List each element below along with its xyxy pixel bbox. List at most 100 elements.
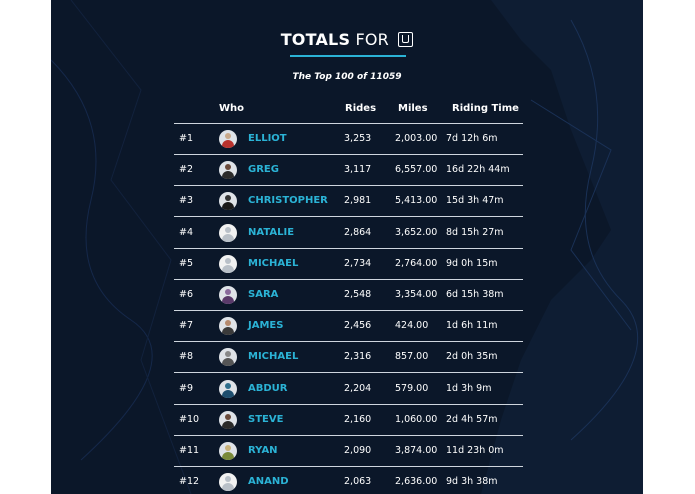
column-header-miles: Miles	[398, 103, 428, 114]
row-divider	[174, 185, 523, 187]
riding-time-value: 11d 23h 0m	[446, 445, 504, 456]
riding-time-value: 1d 3h 9m	[446, 382, 492, 394]
leaderboard-content: TOTALS FOR The Top 100 of 11059 Who Ride…	[51, 0, 643, 494]
rides-value: 3,117	[344, 164, 372, 176]
miles-value: 3,652.00	[395, 226, 438, 238]
map-background	[51, 0, 643, 494]
row-divider	[174, 434, 523, 436]
miles-value: 2,003.00	[395, 133, 438, 144]
rider-name-link[interactable]: SARA	[248, 289, 279, 300]
riding-time-value: 7d 12h 6m	[446, 133, 498, 144]
column-header-riding-time: Riding Time	[452, 103, 519, 114]
riding-time-value: 2d 4h 57m	[446, 413, 498, 425]
avatar	[219, 192, 237, 211]
table-row[interactable]: #4 NATALIE 2,864 3,652.00 8d 15h 27m	[174, 218, 523, 249]
table-row[interactable]: #11 RYAN 2,090 3,874.00 11d 23h 0m	[174, 436, 523, 467]
row-divider	[174, 216, 523, 218]
avatar	[219, 473, 237, 492]
rider-name-link[interactable]: JAMES	[248, 320, 284, 332]
rides-value: 2,456	[344, 320, 372, 332]
miles-value: 1,060.00	[395, 413, 438, 425]
rank: #4	[179, 226, 194, 238]
miles-value: 857.00	[395, 351, 429, 363]
miles-value: 6,557.00	[395, 164, 438, 176]
miles-value: 5,413.00	[395, 195, 438, 207]
rides-value: 2,981	[344, 195, 372, 207]
column-header-rides: Rides	[345, 103, 377, 114]
rides-value: 2,734	[344, 257, 372, 269]
avatar	[219, 223, 237, 242]
page-title: TOTALS FOR	[51, 30, 643, 49]
row-divider	[174, 278, 523, 280]
rank: #5	[179, 257, 194, 269]
miles-value: 424.00	[395, 320, 429, 332]
rides-value: 2,160	[344, 413, 372, 425]
rank: #10	[179, 413, 200, 425]
rank: #12	[179, 476, 200, 488]
rank: #3	[179, 195, 194, 207]
rank: #9	[179, 382, 194, 394]
table-row[interactable]: #10 STEVE 2,160 1,060.00 2d 4h 57m	[174, 405, 523, 436]
uber-logo-icon	[398, 32, 414, 47]
avatar	[219, 348, 237, 367]
table-row[interactable]: #5 MICHAEL 2,734 2,764.00 9d 0h 15m	[174, 249, 523, 280]
rider-name-link[interactable]: RYAN	[248, 445, 278, 456]
header-divider	[174, 123, 523, 124]
avatar	[219, 286, 237, 304]
rank: #7	[179, 320, 194, 332]
riding-time-value: 9d 3h 38m	[446, 476, 498, 488]
rides-value: 2,204	[344, 382, 372, 394]
column-header-who: Who	[219, 103, 245, 114]
rides-value: 2,864	[344, 226, 372, 238]
miles-value: 3,354.00	[395, 289, 438, 300]
rank: #6	[179, 289, 194, 300]
rides-value: 3,253	[344, 133, 372, 144]
rank: #8	[179, 351, 194, 363]
rider-name-link[interactable]: NATALIE	[248, 226, 295, 238]
row-divider	[174, 403, 523, 405]
riding-time-value: 9d 0h 15m	[446, 257, 498, 269]
table-row[interactable]: #1 ELLIOT 3,253 2,003.00 7d 12h 6m	[174, 124, 523, 155]
avatar	[219, 254, 237, 273]
row-divider	[174, 154, 523, 155]
table-row[interactable]: #6 SARA 2,548 3,354.00 6d 15h 38m	[174, 280, 523, 311]
avatar	[219, 130, 237, 148]
table-row[interactable]: #12 ANAND 2,063 2,636.00 9d 3h 38m	[174, 467, 523, 494]
table-row[interactable]: #9 ABDUR 2,204 579.00 1d 3h 9m	[174, 374, 523, 405]
avatar	[219, 379, 237, 398]
miles-value: 2,636.00	[395, 476, 438, 488]
rank: #1	[179, 133, 194, 144]
rider-name-link[interactable]: ANAND	[248, 476, 289, 488]
avatar	[219, 410, 237, 429]
avatar	[219, 161, 237, 180]
rider-name-link[interactable]: CHRISTOPHER	[248, 195, 328, 207]
rider-name-link[interactable]: ELLIOT	[248, 133, 287, 144]
table-row[interactable]: #3 CHRISTOPHER 2,981 5,413.00 15d 3h 47m	[174, 186, 523, 218]
title-underline	[290, 55, 406, 57]
row-divider	[174, 372, 523, 374]
rider-name-link[interactable]: MICHAEL	[248, 351, 299, 363]
avatar	[219, 442, 237, 460]
rides-value: 2,548	[344, 289, 372, 300]
table-row[interactable]: #2 GREG 3,117 6,557.00 16d 22h 44m	[174, 155, 523, 187]
rank: #11	[179, 445, 200, 456]
table-row[interactable]: #8 MICHAEL 2,316 857.00 2d 0h 35m	[174, 342, 523, 374]
avatar	[219, 317, 237, 336]
rider-name-link[interactable]: ABDUR	[248, 382, 288, 394]
riding-time-value: 16d 22h 44m	[446, 164, 510, 176]
table-row[interactable]: #7 JAMES 2,456 424.00 1d 6h 11m	[174, 311, 523, 343]
riding-time-value: 6d 15h 38m	[446, 289, 504, 300]
rider-name-link[interactable]: STEVE	[248, 413, 284, 425]
rider-name-link[interactable]: GREG	[248, 164, 279, 176]
leaderboard-panel: TOTALS FOR The Top 100 of 11059 Who Ride…	[51, 0, 643, 494]
row-divider	[174, 310, 523, 311]
rides-value: 2,063	[344, 476, 372, 488]
riding-time-value: 2d 0h 35m	[446, 351, 498, 363]
miles-value: 2,764.00	[395, 257, 438, 269]
rank: #2	[179, 164, 194, 176]
rider-name-link[interactable]: MICHAEL	[248, 257, 299, 269]
rides-value: 2,316	[344, 351, 372, 363]
rides-value: 2,090	[344, 445, 372, 456]
riding-time-value: 15d 3h 47m	[446, 195, 504, 207]
miles-value: 3,874.00	[395, 445, 438, 456]
